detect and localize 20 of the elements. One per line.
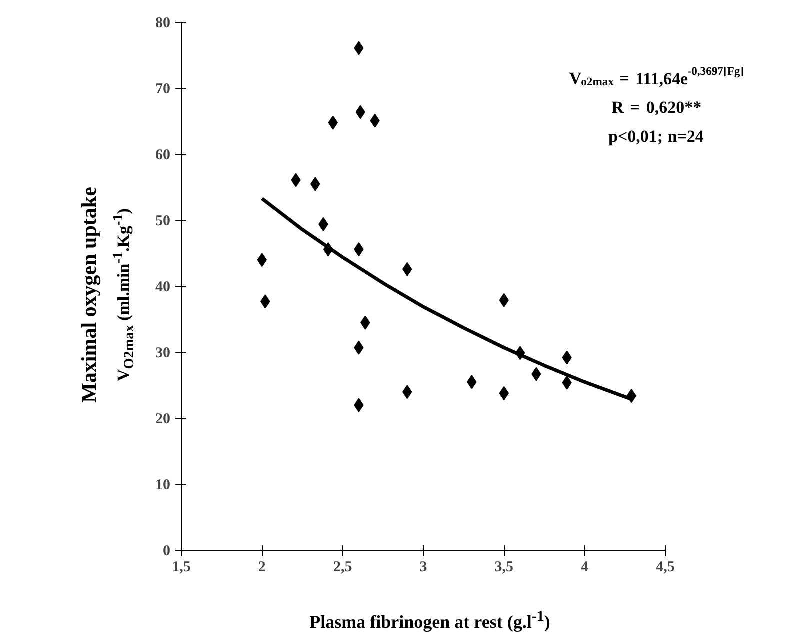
annotation: R = 0,620** <box>612 98 702 117</box>
x-tick-label: 4 <box>581 560 590 576</box>
y-tick-label: 30 <box>156 346 170 362</box>
line-series <box>260 196 635 402</box>
y-tick-label: 10 <box>156 478 170 494</box>
y-tick-label: 0 <box>163 544 170 560</box>
x-tick-label: 2 <box>258 560 266 576</box>
x-tick-label: 4,5 <box>656 560 675 576</box>
x-tick-label: 1,5 <box>172 560 191 576</box>
y-tick-label: 40 <box>156 280 170 296</box>
y-tick-label: 60 <box>156 148 170 164</box>
annotation: p<0,01; n=24 <box>608 127 704 146</box>
y-tick-label: 50 <box>156 214 170 230</box>
x-tick-label: 2,5 <box>333 560 352 576</box>
x-tick-label: 3 <box>420 560 428 576</box>
x-axis-title: Plasma fibrinogen at rest (g.l$^{-1}$) <box>310 608 550 634</box>
y-tick-label: 20 <box>156 412 170 428</box>
y-tick-label: 70 <box>156 82 170 98</box>
x-tick-label: 3,5 <box>494 560 514 576</box>
y-tick-label: 80 <box>156 16 170 32</box>
